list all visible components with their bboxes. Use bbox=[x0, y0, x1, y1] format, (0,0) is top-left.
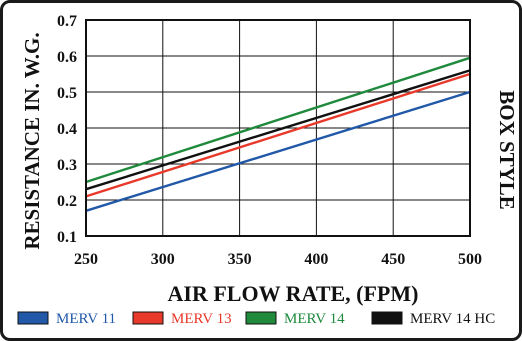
x-tick-label: 350 bbox=[228, 251, 252, 268]
y-axis-title: RESISTANCE IN. W.G. bbox=[20, 32, 44, 249]
legend: MERV 11 MERV 13 MERV 14 MERV 14 HC bbox=[17, 311, 495, 327]
y-tick-label: 0.5 bbox=[57, 85, 77, 102]
x-tick-label: 450 bbox=[381, 251, 405, 268]
x-tick-label: 500 bbox=[458, 251, 482, 268]
y-tick-label: 0.1 bbox=[57, 229, 77, 246]
side-label: BOX STYLE bbox=[495, 90, 519, 210]
y-tick-label: 0.3 bbox=[57, 157, 77, 174]
legend-swatch bbox=[17, 311, 49, 325]
series-line bbox=[85, 56, 471, 184]
y-tick-label: 0.4 bbox=[57, 121, 77, 138]
x-tick-label: 250 bbox=[74, 251, 98, 268]
legend-swatch bbox=[371, 311, 403, 325]
grid-lines bbox=[85, 19, 471, 237]
series-line bbox=[85, 69, 471, 191]
series-line bbox=[85, 90, 471, 212]
y-tick-label: 0.2 bbox=[57, 193, 77, 210]
x-tick-label: 400 bbox=[304, 251, 328, 268]
series-lines bbox=[85, 56, 471, 212]
y-axis-ticks: 0.1 0.2 0.3 0.4 0.5 0.6 0.7 bbox=[57, 13, 77, 246]
x-axis-title: AIR FLOW RATE, (FPM) bbox=[168, 281, 419, 306]
series-line bbox=[85, 72, 471, 198]
y-tick-label: 0.7 bbox=[57, 13, 77, 30]
legend-label: MERV 14 HC bbox=[410, 311, 495, 327]
legend-label: MERV 14 bbox=[284, 311, 345, 327]
plot-area-border bbox=[85, 19, 471, 237]
x-axis-ticks: 250 300 350 400 450 500 bbox=[74, 251, 482, 268]
legend-swatch bbox=[132, 311, 164, 325]
y-tick-label: 0.6 bbox=[57, 49, 77, 66]
legend-swatch bbox=[245, 311, 277, 325]
legend-label: MERV 11 bbox=[56, 311, 116, 327]
x-tick-label: 300 bbox=[151, 251, 175, 268]
legend-label: MERV 13 bbox=[171, 311, 232, 327]
